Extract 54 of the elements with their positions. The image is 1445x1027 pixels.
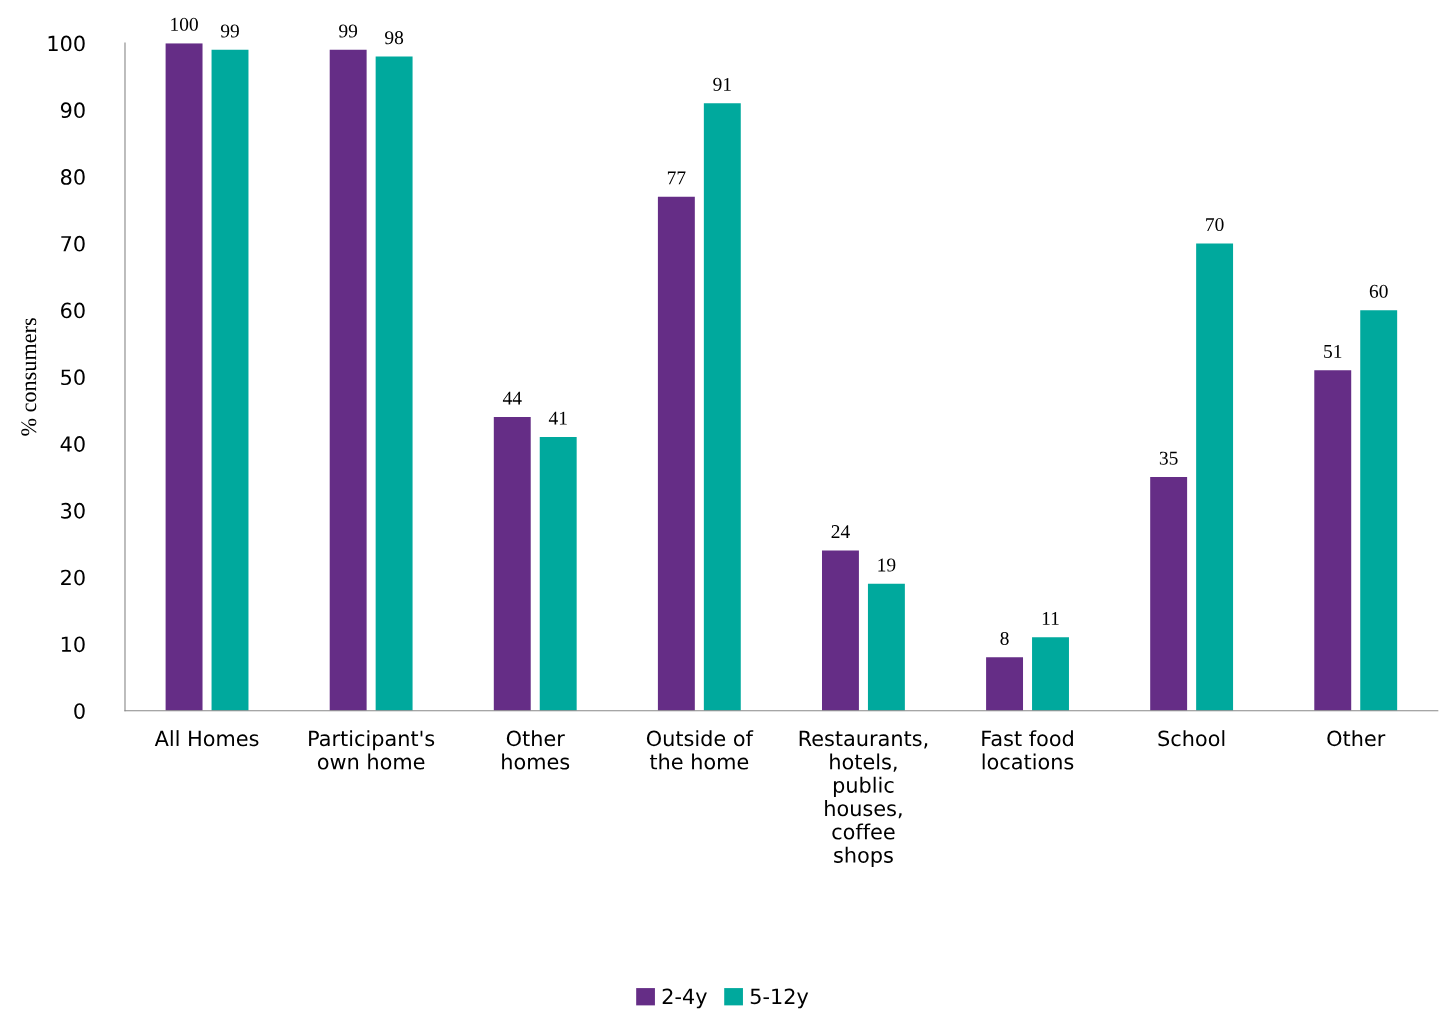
y-tick-label: 40 bbox=[60, 436, 85, 452]
bar bbox=[1360, 310, 1398, 711]
bar bbox=[867, 583, 905, 711]
bar bbox=[1032, 637, 1069, 711]
data-label: 8 bbox=[1000, 631, 1009, 645]
data-label: 60 bbox=[1369, 284, 1388, 298]
data-label: 41 bbox=[548, 411, 567, 425]
bar bbox=[1314, 370, 1352, 711]
x-tick-label: Outside of the home bbox=[646, 730, 754, 770]
y-tick-label: 60 bbox=[61, 302, 85, 319]
x-tick-label: Other homes bbox=[502, 730, 570, 770]
bar bbox=[703, 103, 741, 711]
data-label: 99 bbox=[339, 24, 358, 38]
y-tick-label: 20 bbox=[61, 569, 85, 586]
y-tick-label: 100 bbox=[48, 35, 85, 52]
data-label: 44 bbox=[502, 391, 522, 405]
y-tick-label: 30 bbox=[61, 502, 85, 519]
y-tick-label: 10 bbox=[61, 636, 85, 653]
x-tick-label: All Homes bbox=[154, 730, 259, 747]
x-tick-label: Fast food locations bbox=[982, 730, 1074, 770]
x-tick-label: Other bbox=[1327, 730, 1386, 747]
bar bbox=[539, 436, 577, 711]
bar bbox=[329, 49, 367, 711]
data-label: 100 bbox=[171, 17, 198, 31]
data-label: 99 bbox=[220, 24, 239, 38]
bar bbox=[1150, 477, 1188, 711]
data-label: 35 bbox=[1159, 451, 1178, 465]
data-label: 24 bbox=[831, 525, 850, 538]
y-tick-label: 50 bbox=[61, 369, 85, 386]
y-axis-title: % consumers bbox=[21, 318, 37, 436]
bar bbox=[657, 196, 695, 711]
x-tick-label: Restaurants, hotels, public houses, coffee shops bbox=[799, 730, 928, 867]
y-tick-label: 0 bbox=[74, 703, 85, 719]
x-tick-label: Participant's own home bbox=[309, 730, 435, 770]
bar bbox=[375, 56, 413, 711]
data-label: 51 bbox=[1324, 344, 1342, 358]
y-tick-label: 90 bbox=[60, 102, 85, 119]
x-tick-label: School bbox=[1158, 730, 1225, 747]
legend-label: 2-4y bbox=[662, 988, 707, 1009]
data-label: 91 bbox=[713, 77, 731, 91]
bar bbox=[165, 43, 203, 711]
legend-label: 5-12y bbox=[750, 988, 809, 1009]
bar bbox=[822, 550, 859, 711]
data-label: 70 bbox=[1206, 217, 1224, 232]
y-tick-label: 80 bbox=[61, 169, 85, 185]
data-label: 77 bbox=[667, 171, 686, 185]
bar bbox=[493, 416, 531, 711]
y-tick-label: 70 bbox=[61, 235, 85, 252]
data-label: 19 bbox=[878, 558, 896, 572]
bar bbox=[986, 657, 1024, 711]
bar bbox=[211, 49, 249, 711]
data-label: 98 bbox=[385, 31, 404, 45]
data-label: 11 bbox=[1042, 611, 1059, 625]
bar bbox=[1196, 243, 1234, 711]
